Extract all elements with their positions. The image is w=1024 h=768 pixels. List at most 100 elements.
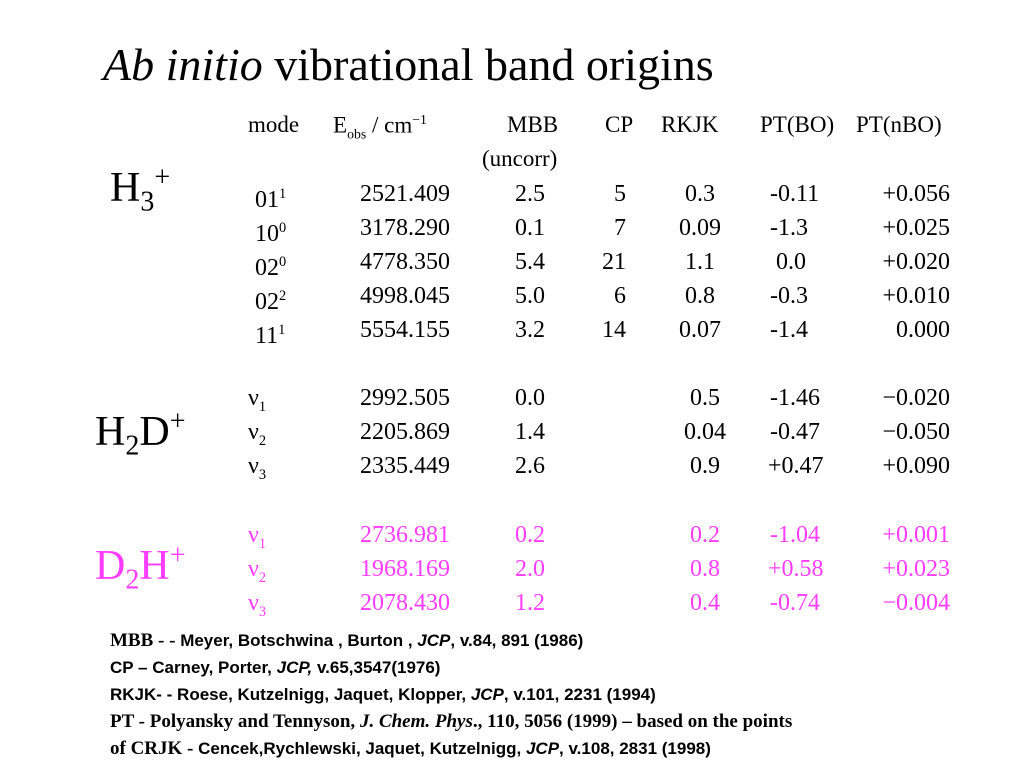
mode-sub: 3 <box>258 603 267 620</box>
ptnbo-cell: 0.000 <box>896 317 950 343</box>
slide-title: Ab initio vibrational band origins <box>103 38 714 91</box>
rkjk-cell: 0.04 <box>684 419 726 445</box>
ptnbo-cell: +0.023 <box>882 556 950 582</box>
species-sub: 2 <box>125 564 140 596</box>
ptbo-cell: -1.46 <box>770 385 820 411</box>
mbb-cell: 3.2 <box>515 317 545 343</box>
reference-text: MBB - - <box>110 630 181 651</box>
cp-cell: 7 <box>614 215 626 241</box>
rkjk-cell: 0.07 <box>679 317 721 343</box>
title-rest: vibrational band origins <box>262 39 714 90</box>
rkjk-cell: 1.1 <box>685 249 715 275</box>
rkjk-cell: 0.09 <box>679 215 721 241</box>
reference-text: JCP <box>470 685 504 704</box>
species-sup: + <box>169 540 186 571</box>
rkjk-cell: 0.8 <box>685 283 715 309</box>
reference-text: , v.84, 891 (1986) <box>450 631 584 650</box>
reference-line: MBB - - Meyer, Botschwina , Burton , JCP… <box>110 627 792 654</box>
mode-cell: 022 <box>255 288 287 315</box>
eobs-cell: 4998.045 <box>360 283 450 309</box>
title-italic: Ab initio <box>103 39 263 90</box>
mode-sup: 1 <box>279 186 287 202</box>
mbb-cell: 1.2 <box>515 590 545 616</box>
mode-cell: ν1 <box>248 385 267 415</box>
eobs-cell: 2205.869 <box>360 419 450 445</box>
rkjk-cell: 0.9 <box>690 453 720 479</box>
reference-line: of CRJK - Cencek,Rychlewski, Jaquet, Kut… <box>110 735 792 762</box>
ptnbo-cell: −0.050 <box>882 419 950 445</box>
species-label: D2H+ <box>95 540 186 596</box>
reference-text: ., 110, 5056 (1999) – based on the point… <box>472 711 793 732</box>
mode-sup: 0 <box>279 220 287 236</box>
species-sub: 3 <box>140 186 155 218</box>
reference-text: J. Chem. Phys <box>359 711 473 732</box>
cp-cell: 6 <box>614 283 626 309</box>
reference-text: PT - Polyansky and Tennyson, <box>110 711 360 732</box>
mode-sub: 2 <box>258 432 267 449</box>
reference-text: CP – Carney, Porter, <box>110 658 277 677</box>
species-sup: + <box>154 162 171 193</box>
reference-text: JCP <box>417 631 451 650</box>
mbb-cell: 2.5 <box>515 181 545 207</box>
eobs-cell: 1968.169 <box>360 556 450 582</box>
reference-line: RKJK- - Roese, Kutzelnigg, Jaquet, Klopp… <box>110 681 792 708</box>
mode-sub: 2 <box>258 569 267 586</box>
reference-text: v.65,3547(1976) <box>312 658 441 677</box>
rkjk-cell: 0.5 <box>690 385 720 411</box>
eobs-cell: 4778.350 <box>360 249 450 275</box>
mode-sup: 0 <box>279 254 287 270</box>
reference-text: , v.101, 2231 (1994) <box>503 685 656 704</box>
mode-cell: 020 <box>255 254 287 281</box>
mode-cell: ν2 <box>248 419 267 449</box>
cp-cell: 14 <box>602 317 626 343</box>
mbb-cell: 2.6 <box>515 453 545 479</box>
header-mbb: MBB <box>507 112 559 137</box>
eobs-cell: 2521.409 <box>360 181 450 207</box>
eobs-cell: 2335.449 <box>360 453 450 479</box>
species-label: H3+ <box>110 162 171 218</box>
ptnbo-cell: +0.025 <box>882 215 950 241</box>
mbb-cell: 0.2 <box>515 522 545 548</box>
reference-text: RKJK- - Roese, Kutzelnigg, Jaquet, Klopp… <box>110 685 471 704</box>
reference-text: of CRJK - <box>110 738 199 759</box>
reference-text: , v.108, 2831 (1998) <box>559 739 711 758</box>
eobs-cell: 2078.430 <box>360 590 450 616</box>
mode-sub: 3 <box>258 466 267 483</box>
cp-cell: 21 <box>602 249 626 275</box>
mbb-cell: 2.0 <box>515 556 545 582</box>
ptbo-cell: -1.4 <box>770 317 808 343</box>
reference-text: JCP <box>525 739 560 758</box>
eobs-cell: 3178.290 <box>360 215 450 241</box>
header-ptbo: PT(BO) <box>760 112 835 137</box>
mbb-cell: 5.4 <box>515 249 545 275</box>
cp-cell: 5 <box>614 181 626 207</box>
reference-line: PT - Polyansky and Tennyson, J. Chem. Ph… <box>110 708 792 735</box>
mode-cell: 100 <box>255 220 287 247</box>
mode-cell: ν2 <box>248 556 267 586</box>
ptbo-cell: -0.74 <box>770 590 820 616</box>
ptnbo-cell: −0.020 <box>882 385 950 411</box>
rkjk-cell: 0.3 <box>685 181 715 207</box>
ptbo-cell: +0.47 <box>768 453 824 479</box>
reference-text: Meyer, Botschwina , Burton , <box>180 631 418 650</box>
mode-cell: ν3 <box>248 453 267 483</box>
reference-line: CP – Carney, Porter, JCP, v.65,3547(1976… <box>110 654 792 681</box>
eobs-cell: 2992.505 <box>360 385 450 411</box>
mode-sub: 1 <box>258 535 267 552</box>
ptbo-cell: +0.58 <box>768 556 824 582</box>
ptnbo-cell: +0.056 <box>882 181 950 207</box>
mode-sup: 2 <box>279 288 287 304</box>
header-mode: mode <box>248 112 300 137</box>
mode-sup: 1 <box>278 322 286 338</box>
ptnbo-cell: +0.010 <box>882 283 950 309</box>
eobs-cell: 2736.981 <box>360 522 450 548</box>
rkjk-cell: 0.4 <box>690 590 720 616</box>
header-rkjk: RKJK <box>661 112 719 137</box>
ptbo-cell: -0.3 <box>770 283 808 309</box>
mode-cell: 111 <box>255 322 286 349</box>
header-mbb-note: (uncorr) <box>482 146 558 171</box>
mbb-cell: 1.4 <box>515 419 545 445</box>
ptnbo-cell: −0.004 <box>882 590 950 616</box>
mode-sub: 1 <box>258 398 267 415</box>
ptbo-cell: -1.3 <box>770 215 808 241</box>
